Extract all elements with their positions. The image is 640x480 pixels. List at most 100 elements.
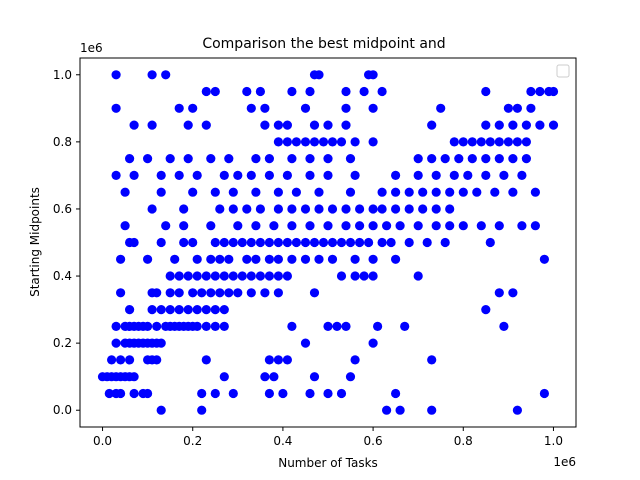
data-point xyxy=(300,137,311,147)
data-point xyxy=(116,355,126,365)
data-point xyxy=(282,237,292,248)
data-point xyxy=(391,204,401,214)
data-point xyxy=(273,204,283,214)
data-point xyxy=(201,120,211,130)
data-point xyxy=(458,221,468,231)
data-point xyxy=(219,237,229,248)
data-point xyxy=(165,154,175,164)
data-point xyxy=(183,271,193,281)
data-point xyxy=(269,372,279,382)
data-point xyxy=(246,170,256,180)
data-point xyxy=(503,137,513,147)
data-point xyxy=(350,170,360,180)
data-point xyxy=(143,254,153,264)
data-point xyxy=(287,321,297,331)
data-point xyxy=(147,120,157,130)
data-point xyxy=(206,288,216,298)
data-point xyxy=(210,237,220,248)
data-point xyxy=(368,271,378,281)
data-point xyxy=(219,271,229,281)
data-point xyxy=(107,355,117,365)
y-axis-ticks: 0.0 0.2 0.4 0.6 0.8 1.0 xyxy=(53,68,80,417)
data-point xyxy=(336,271,347,281)
data-point xyxy=(111,321,121,331)
data-point xyxy=(422,237,432,248)
data-point xyxy=(418,187,428,197)
data-point xyxy=(350,137,360,147)
data-point xyxy=(264,237,274,248)
data-point xyxy=(373,321,383,331)
data-point xyxy=(156,305,166,315)
y-tick-label: 0.4 xyxy=(53,269,72,283)
data-point xyxy=(228,204,238,214)
data-point xyxy=(494,288,504,298)
x-tick-label: 0.2 xyxy=(183,434,202,448)
data-point xyxy=(368,204,378,214)
data-point xyxy=(327,254,338,264)
data-point xyxy=(143,321,153,331)
data-point xyxy=(413,170,423,180)
data-point xyxy=(233,288,243,298)
data-point xyxy=(246,271,256,281)
data-point xyxy=(264,355,274,365)
data-point xyxy=(341,103,351,113)
data-point xyxy=(282,355,292,365)
data-point xyxy=(224,154,234,164)
data-point xyxy=(228,237,238,248)
data-point xyxy=(445,221,455,231)
data-point xyxy=(201,355,211,365)
data-point xyxy=(260,120,270,130)
data-point xyxy=(521,154,532,164)
data-point xyxy=(255,204,265,214)
data-point xyxy=(472,187,482,197)
data-point xyxy=(341,86,351,97)
data-point xyxy=(210,86,220,97)
data-point xyxy=(345,187,356,197)
data-point xyxy=(305,154,315,164)
data-point xyxy=(336,388,347,399)
data-point xyxy=(152,288,162,298)
data-point xyxy=(382,221,392,231)
data-point xyxy=(219,372,229,382)
data-point xyxy=(156,405,166,415)
data-point xyxy=(174,103,184,113)
data-point xyxy=(143,154,153,164)
data-point xyxy=(219,321,229,331)
data-point xyxy=(467,137,477,147)
data-point xyxy=(129,120,139,130)
data-point xyxy=(174,271,184,281)
data-point xyxy=(224,288,234,298)
data-point xyxy=(458,187,468,197)
data-point xyxy=(264,388,274,399)
data-point xyxy=(174,170,184,180)
data-point xyxy=(273,254,283,264)
data-point xyxy=(318,237,329,248)
data-point xyxy=(201,305,211,315)
data-point xyxy=(242,86,252,97)
data-point xyxy=(183,305,193,315)
data-point xyxy=(156,237,166,248)
y-axis-offset-label: 1e6 xyxy=(80,41,103,55)
data-point xyxy=(273,355,283,365)
data-point xyxy=(260,103,270,113)
data-point xyxy=(165,288,175,298)
x-tick-label: 0.6 xyxy=(364,434,383,448)
data-point xyxy=(188,187,198,197)
data-point xyxy=(273,237,283,248)
data-point xyxy=(548,120,559,130)
data-point xyxy=(323,321,333,331)
data-point xyxy=(309,372,320,382)
data-point xyxy=(210,305,220,315)
data-point xyxy=(120,187,130,197)
data-point xyxy=(355,204,365,214)
data-point xyxy=(264,271,274,281)
data-point xyxy=(368,137,378,147)
data-point xyxy=(300,204,311,214)
data-point xyxy=(431,221,441,231)
data-point xyxy=(364,237,374,248)
data-point xyxy=(300,103,311,113)
data-point xyxy=(318,137,329,147)
data-point xyxy=(156,338,166,348)
data-point xyxy=(327,204,338,214)
data-point xyxy=(192,271,202,281)
